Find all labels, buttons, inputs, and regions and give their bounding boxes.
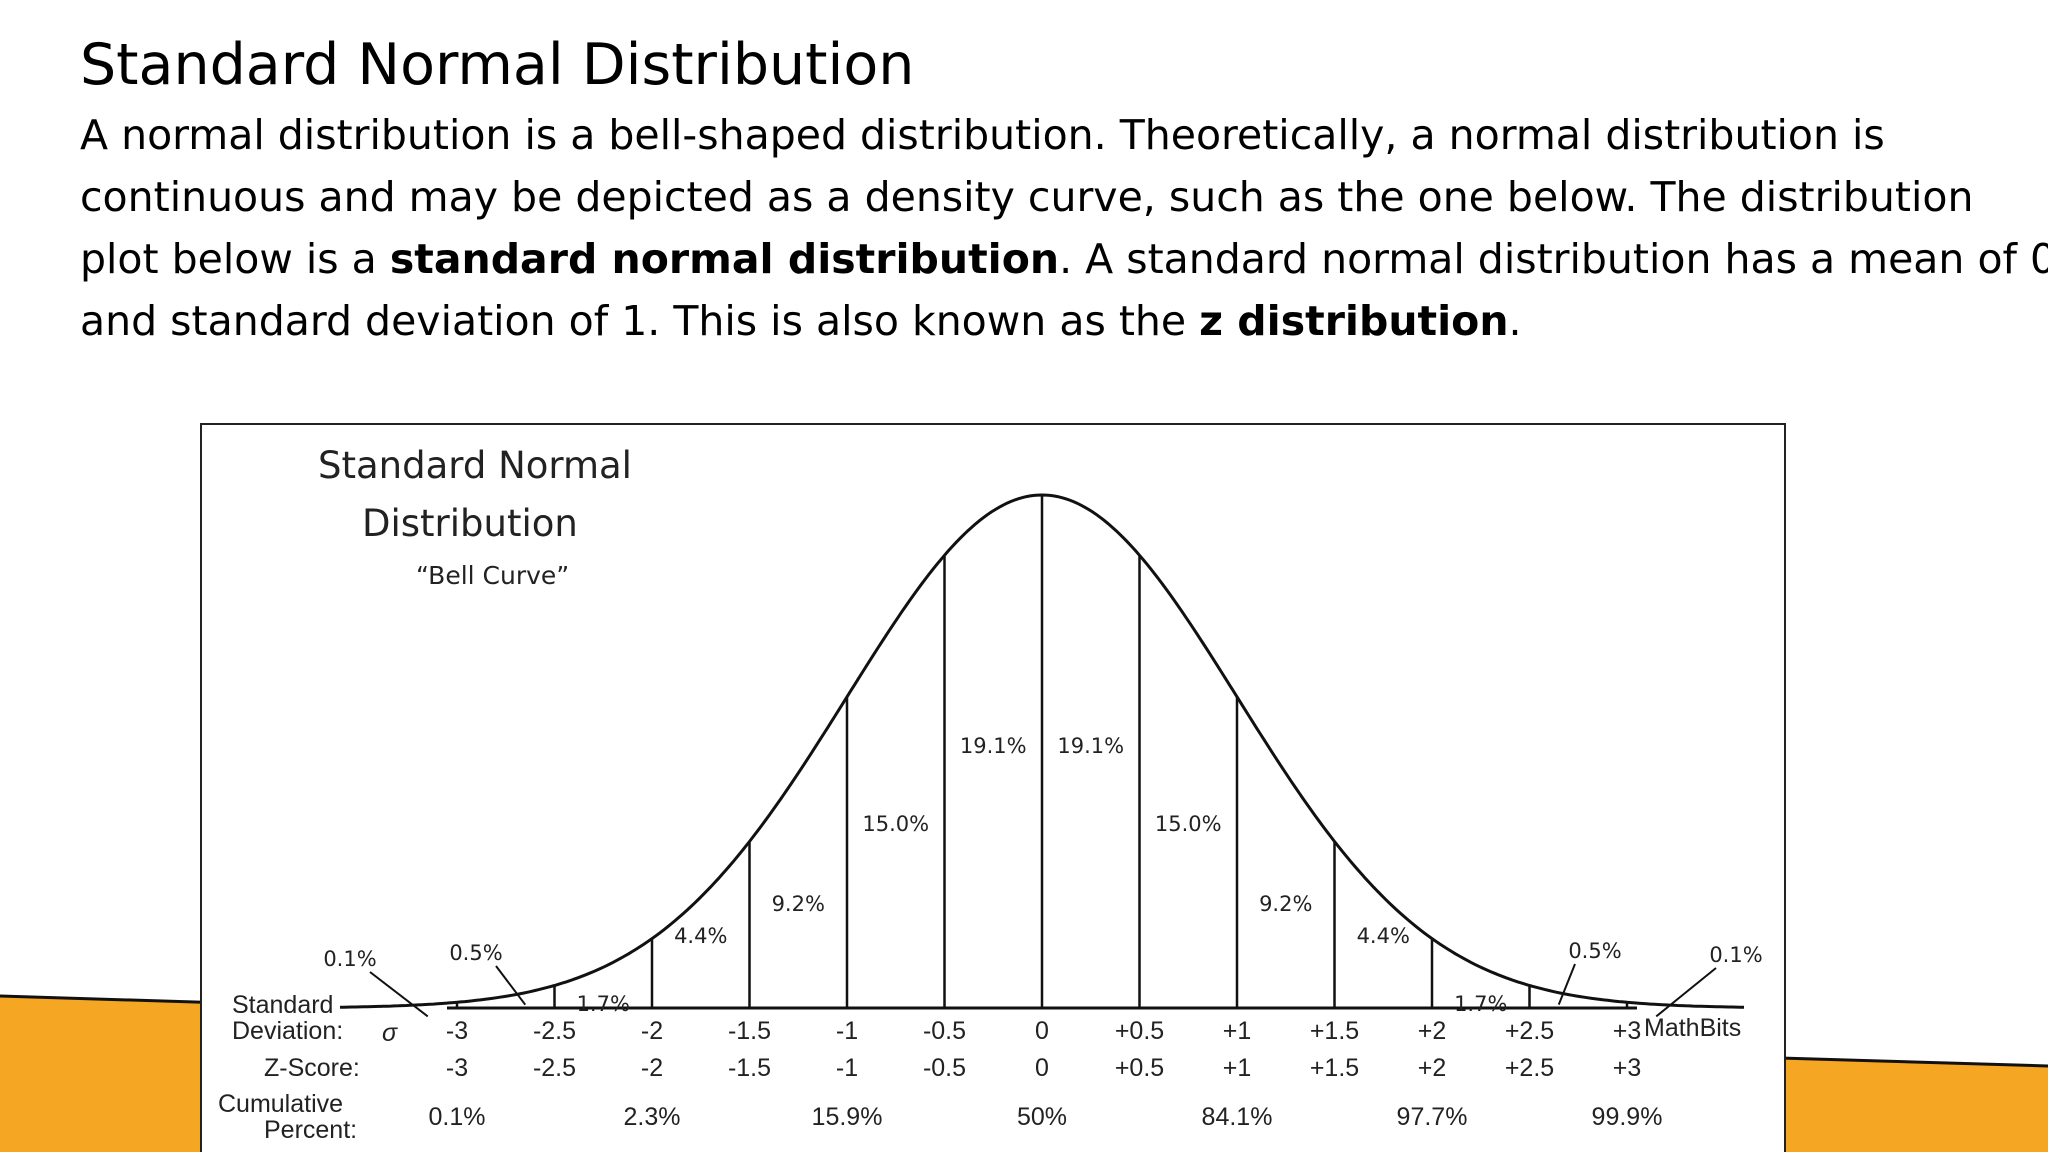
sd-tick-7: +0.5 [1115, 1017, 1164, 1045]
sd-tick-2: -2 [641, 1017, 663, 1045]
sd-tick-5: -0.5 [923, 1017, 966, 1045]
bell-curve-figure: Standard Normal Distribution “Bell Curve… [200, 423, 1786, 1152]
body-line-4: and standard deviation of 1. This is als… [80, 290, 2040, 352]
segment-label-0: 0.1% [323, 947, 376, 971]
sd-tick-12: +3 [1613, 1017, 1642, 1045]
cumulative-label-5: 97.7% [1397, 1103, 1468, 1131]
body-line-2: continuous and may be depicted as a dens… [80, 173, 1974, 221]
z-tick-3: -1.5 [728, 1054, 771, 1082]
z-row-label: Z-Score: [264, 1054, 360, 1082]
sd-tick-labels: -3 -2.5 -2 -1.5 -1 -0.5 0 +0.5 +1 +1.5 +2 +2.5 +3 [446, 1017, 1641, 1045]
segment-label-13: 0.1% [1709, 943, 1762, 967]
z-tick-0: -3 [446, 1054, 468, 1082]
cumulative-label-3: 50% [1017, 1103, 1067, 1131]
chart-title-line-2: Distribution [362, 502, 578, 545]
cumulative-label-2: 15.9% [812, 1103, 883, 1131]
z-tick-8: +1 [1223, 1054, 1252, 1082]
cumulative-row-label-line-1: Cumulative [218, 1090, 343, 1118]
accent-band-left [0, 996, 260, 1152]
sd-tick-0: -3 [446, 1017, 468, 1045]
segment-label-4: 9.2% [772, 892, 825, 916]
cumulative-label-4: 84.1% [1202, 1103, 1273, 1131]
z-tick-1: -2.5 [533, 1054, 576, 1082]
accent-band-right [1780, 1058, 2048, 1152]
segment-label-7: 19.1% [1057, 734, 1124, 758]
body-line-3: plot below is a standard normal distribu… [80, 228, 2048, 290]
segment-label-11: 1.7% [1454, 992, 1507, 1016]
cumulative-percent-labels: 0.1% 2.3% 15.9% 50% 84.1% 97.7% 99.9% [429, 1103, 1663, 1131]
sd-tick-9: +1.5 [1310, 1017, 1359, 1045]
z-tick-7: +0.5 [1115, 1054, 1164, 1082]
watermark-label: MathBits [1644, 1014, 1741, 1042]
cumulative-label-0: 0.1% [429, 1103, 486, 1131]
slide-title: Standard Normal Distribution [80, 32, 915, 98]
z-tick-labels: -3 -2.5 -2 -1.5 -1 -0.5 0 +0.5 +1 +1.5 +2 +2.5 +3 [446, 1054, 1641, 1082]
curve-layer [340, 493, 1744, 1010]
segment-label-12: 0.5% [1568, 939, 1621, 963]
sd-tick-10: +2 [1418, 1017, 1447, 1045]
cumulative-label-6: 99.9% [1592, 1103, 1663, 1131]
segment-label-1: 0.5% [449, 941, 502, 965]
segment-label-9: 9.2% [1259, 892, 1312, 916]
z-tick-9: +1.5 [1310, 1054, 1359, 1082]
segment-label-6: 19.1% [960, 734, 1027, 758]
sd-tick-3: -1.5 [728, 1017, 771, 1045]
z-tick-6: 0 [1035, 1054, 1049, 1082]
z-tick-2: -2 [641, 1054, 663, 1082]
cumulative-label-1: 2.3% [624, 1103, 681, 1131]
body-line-3-start: plot below is a [80, 235, 390, 283]
body-line-1: A normal distribution is a bell-shaped d… [80, 111, 1885, 159]
sigma-symbol: σ [382, 1019, 398, 1047]
body-line-4-end: . [1508, 297, 1522, 345]
z-tick-4: -1 [836, 1054, 858, 1082]
sd-tick-8: +1 [1223, 1017, 1252, 1045]
slide-body-text: A normal distribution is a bell-shaped d… [80, 104, 2048, 352]
segment-label-12-leader [1557, 963, 1576, 1006]
body-line-3-end: . A standard normal distribution has a m… [1059, 235, 2048, 283]
accent-band-right-edge [1779, 1056, 2048, 1068]
segment-label-2: 1.7% [577, 992, 630, 1016]
sd-row-label-line-2: Deviation: [232, 1017, 343, 1045]
z-tick-12: +3 [1613, 1054, 1642, 1082]
term-z-distribution: z distribution [1199, 297, 1509, 345]
sd-row-label-line-1: Standard [232, 991, 333, 1019]
z-tick-5: -0.5 [923, 1054, 966, 1082]
sd-tick-11: +2.5 [1505, 1017, 1554, 1045]
segment-label-1-leader [495, 965, 527, 1006]
segment-label-10: 4.4% [1357, 924, 1410, 948]
segment-label-13-leader [1655, 967, 1717, 1018]
chart-title-line-1: Standard Normal [318, 444, 632, 487]
sd-tick-1: -2.5 [533, 1017, 576, 1045]
z-tick-10: +2 [1418, 1054, 1447, 1082]
segment-label-3: 4.4% [674, 924, 727, 948]
cumulative-row-label-line-2: Percent: [264, 1116, 357, 1144]
chart-subtitle: “Bell Curve” [416, 561, 569, 590]
body-line-4-start: and standard deviation of 1. This is als… [80, 297, 1200, 345]
segment-label-8: 15.0% [1155, 812, 1222, 836]
z-tick-11: +2.5 [1505, 1054, 1554, 1082]
term-standard-normal-distribution: standard normal distribution [389, 235, 1060, 283]
sd-tick-4: -1 [836, 1017, 858, 1045]
segment-label-0-leader [369, 971, 429, 1018]
segment-label-5: 15.0% [862, 812, 929, 836]
bell-curve-chart: Standard Normal Distribution “Bell Curve… [218, 444, 1763, 1144]
segment-labels: 0.1% 0.5% 1.7% 4.4% 9.2% 15.0% 19.1% 19.1% 15.0%… [323, 734, 1763, 1018]
sd-tick-6: 0 [1035, 1017, 1049, 1045]
